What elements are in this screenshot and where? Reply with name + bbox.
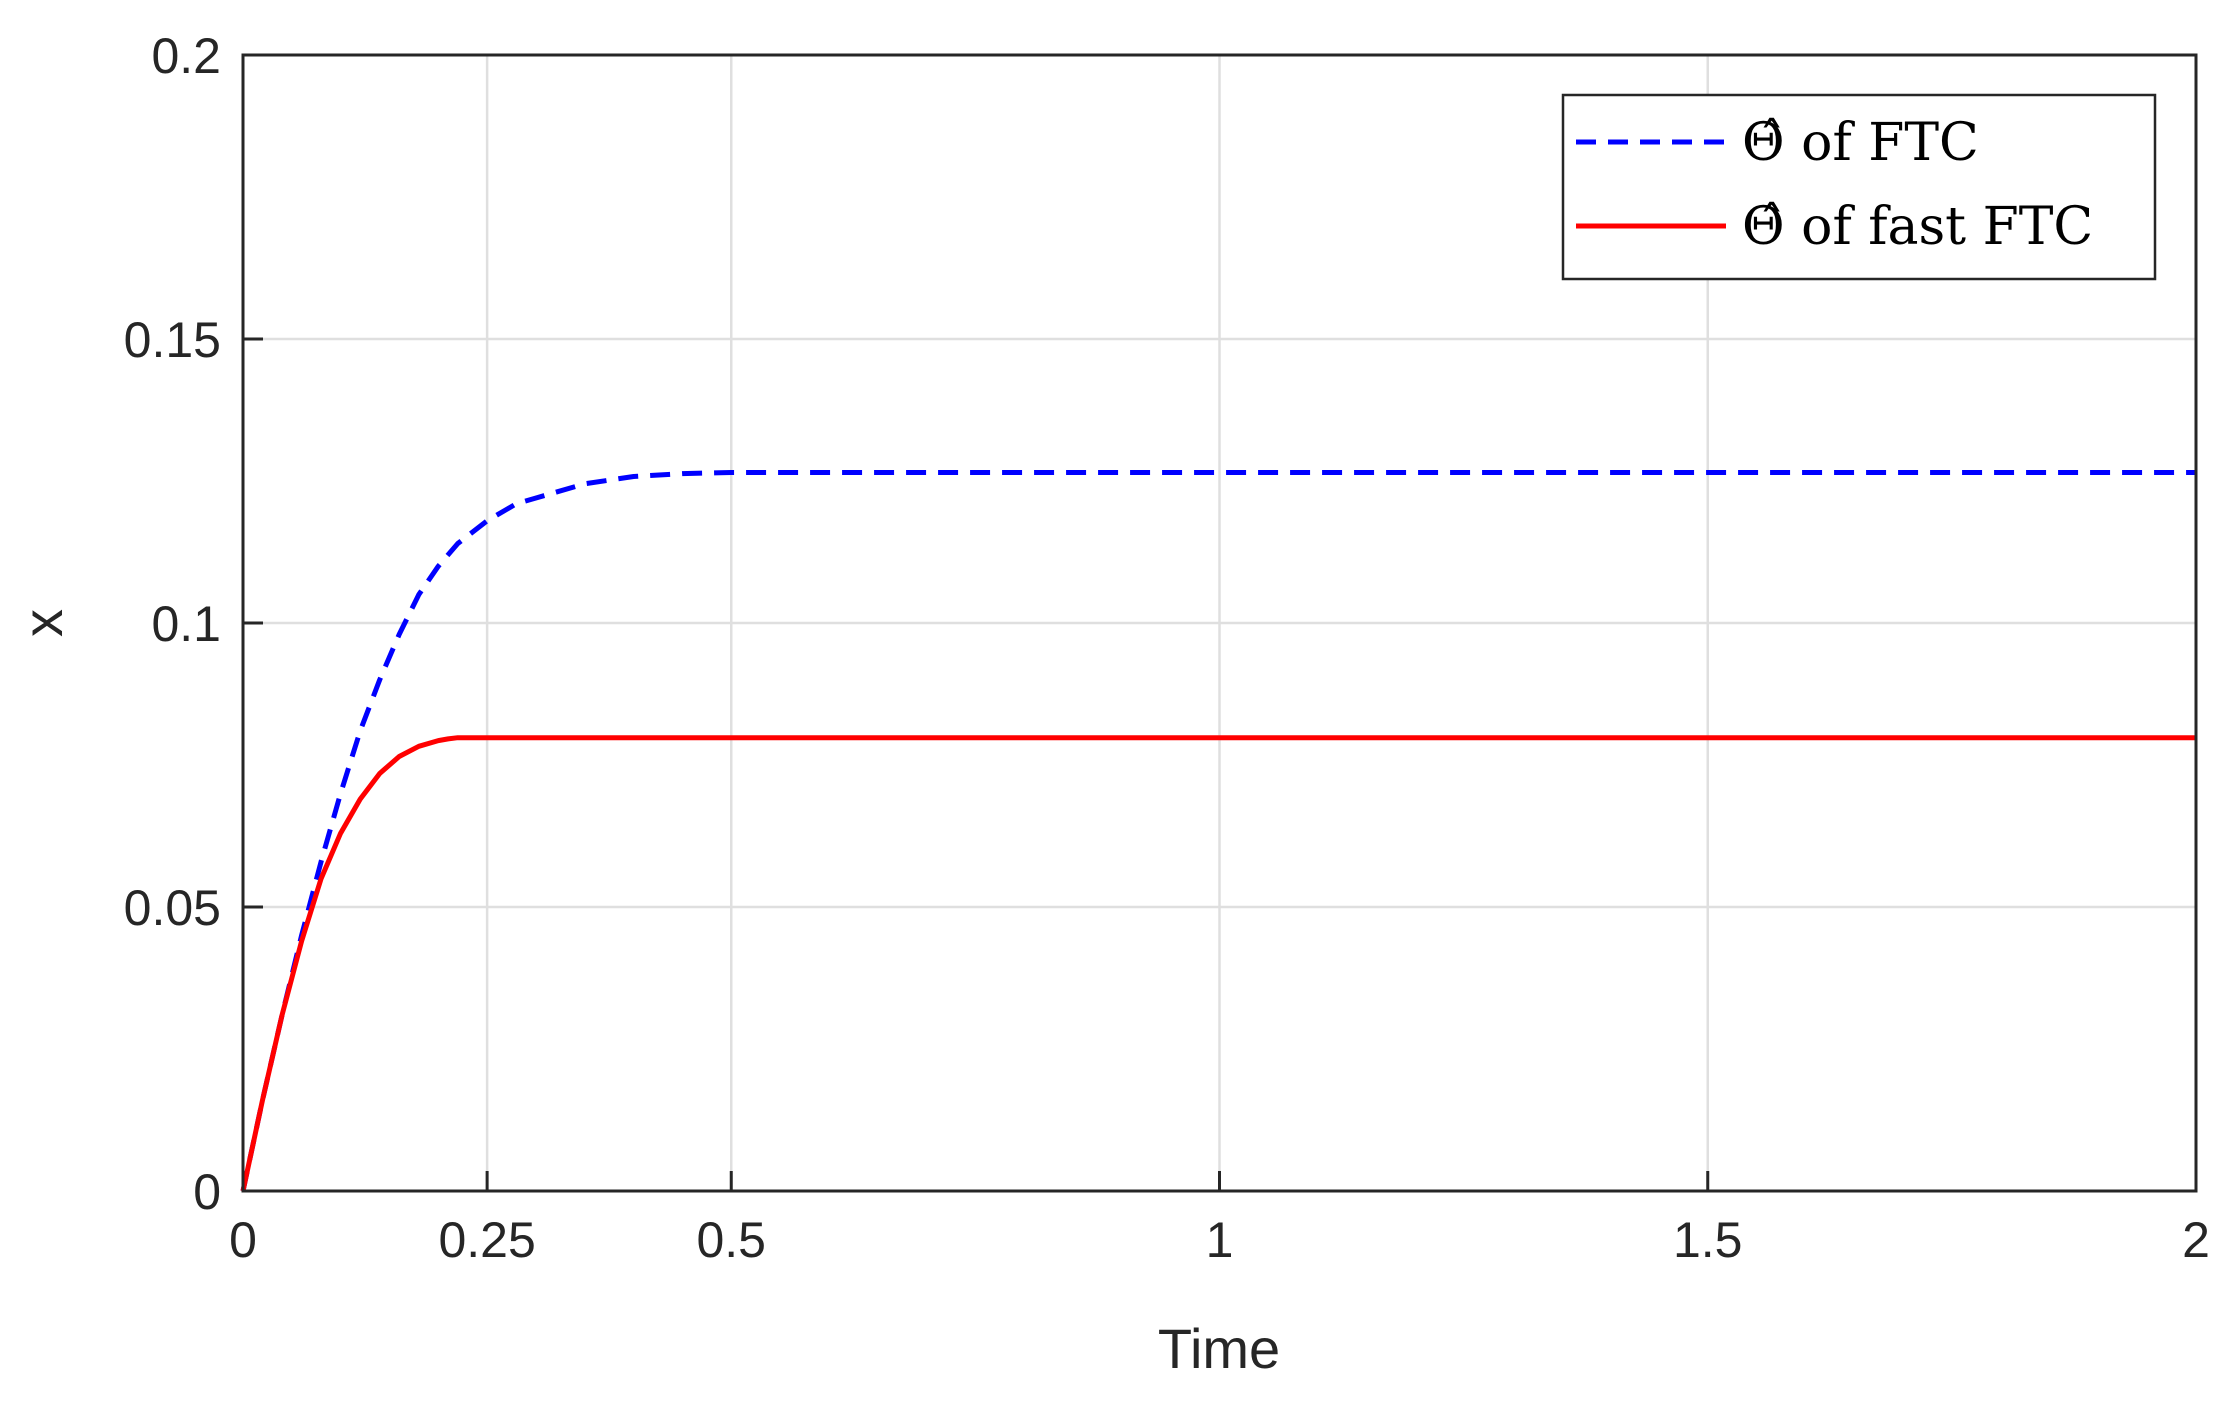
legend-text: of fast FTC: [1785, 197, 2094, 257]
x-tick-label: 0: [229, 1212, 257, 1268]
y-tick-label: 0.15: [124, 312, 221, 368]
grid: [243, 55, 2196, 1191]
x-tick-label: 0.25: [438, 1212, 535, 1268]
x-tick-label: 0.5: [696, 1212, 766, 1268]
x-tick-labels: 0 0.25 0.5 1 1.5 2: [229, 1212, 2210, 1268]
y-tick-label: 0: [193, 1164, 221, 1220]
y-tick-label: 0.05: [124, 880, 221, 936]
x-tick-label: 1.5: [1673, 1212, 1743, 1268]
series-layer: [240, 470, 2196, 1192]
x-axis-label: Time: [1158, 1317, 1280, 1380]
series-line-2: [240, 735, 2196, 1192]
x-tick-label: 1: [1206, 1212, 1234, 1268]
series-line-1: [240, 470, 2196, 1192]
y-tick-label: 0.2: [151, 28, 221, 84]
y-axis-label: x: [11, 609, 74, 637]
x-tick-label: 2: [2182, 1212, 2210, 1268]
legend-label-1: Θ̂ of FTC: [1742, 113, 1979, 173]
axis-ticks: [241, 53, 2198, 1193]
legend-symbol: Θ̂: [1742, 113, 1785, 173]
y-tick-labels: 0 0.05 0.1 0.15 0.2: [124, 28, 221, 1220]
legend-symbol: Θ̂: [1742, 197, 1785, 257]
legend-box: [1561, 93, 2157, 281]
legend-text: of FTC: [1785, 113, 1979, 173]
legend-label-2: Θ̂ of fast FTC: [1742, 197, 2093, 257]
y-tick-label: 0.1: [151, 596, 221, 652]
